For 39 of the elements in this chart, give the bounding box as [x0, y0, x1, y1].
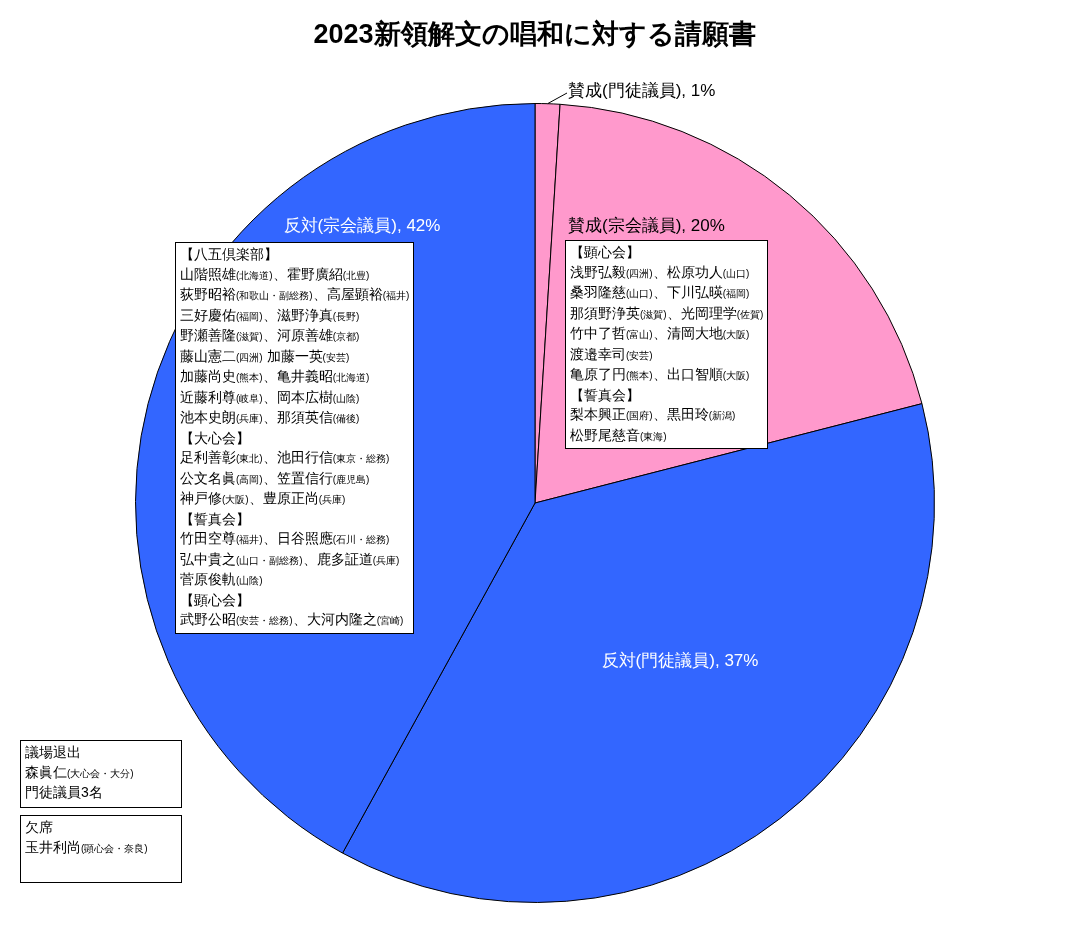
text: 野瀬善隆(滋賀)、河原善雄(京都) — [180, 326, 361, 345]
text: 【大心会】 — [180, 428, 251, 448]
slice-label: 賛成(宗会議員), 20% — [568, 215, 725, 235]
text: 三好慶佑(福岡)、滋野浄真(長野) — [180, 305, 361, 325]
slice-label: 反対(宗会議員), 42% — [283, 215, 441, 235]
text: 渡邉幸司(安芸) — [570, 344, 654, 364]
text: 竹中了哲(富山)、清岡大地(大阪) — [570, 324, 751, 343]
text: 【八五倶楽部】 — [180, 245, 279, 264]
text: 公文名眞(高岡)、笠置信行(鹿児島) — [180, 468, 371, 488]
chart-title: 2023新領解文の唱和に対する請願書 — [312, 18, 757, 51]
text: 浅野弘毅(四洲)、松原功人(山口) — [570, 262, 751, 282]
text: 梨本興正(国府)、黒田玲(新潟) — [570, 405, 737, 424]
text: 【誓真会】 — [180, 509, 251, 529]
text: 神戸修(大阪)、豊原正尚(兵庫) — [180, 489, 347, 508]
text: 【誓真会】 — [570, 385, 641, 405]
text: 藤山憲二(四洲) 加藤一英(安芸) — [180, 346, 351, 366]
text: 玉井利尚(顕心会・奈良) — [25, 837, 149, 857]
text: 桑羽隆慈(山口)、下川弘暎(福岡) — [570, 283, 751, 302]
text: 山階照雄(北海道)、霍野廣紹(北豊) — [180, 264, 371, 284]
text: 議場退出 — [25, 743, 82, 762]
slice-label: 賛成(門徒議員), 1% — [568, 80, 716, 100]
text: 足利善彰(東北)、池田行信(東京・総務) — [180, 448, 391, 467]
text: 竹田空尊(福井)、日谷照應(石川・総務) — [180, 529, 391, 548]
text: 【顕心会】 — [180, 590, 251, 610]
text: 武野公昭(安芸・総務)、大河内隆之(宮崎) — [180, 610, 405, 629]
slice-label: 反対(門徒議員), 37% — [601, 650, 759, 670]
text: 松野尾慈音(東海) — [570, 425, 668, 445]
text: 加藤尚史(熊本)、亀井義昭(北海道) — [180, 367, 371, 386]
text: 池本史朗(兵庫)、那須英信(備後) — [180, 408, 361, 427]
text: 亀原了円(熊本)、出口智順(大阪) — [570, 365, 751, 384]
text: 菅原俊軌(山陰) — [180, 570, 264, 589]
text: 那須野浄英(滋賀)、光岡理学(佐賀) — [570, 303, 764, 323]
text: 欠席 — [25, 818, 54, 837]
text: 弘中貴之(山口・副総務)、鹿多証道(兵庫) — [180, 549, 401, 569]
text: 門徒議員3名 — [25, 783, 104, 802]
text: 【顕心会】 — [570, 243, 641, 262]
text: 近藤利尊(岐阜)、岡本広樹(山陰) — [180, 387, 361, 407]
text: 荻野昭裕(和歌山・副総務)、高屋顕裕(福井) — [180, 285, 410, 304]
text: 森眞仁(大心会・大分) — [25, 762, 135, 782]
